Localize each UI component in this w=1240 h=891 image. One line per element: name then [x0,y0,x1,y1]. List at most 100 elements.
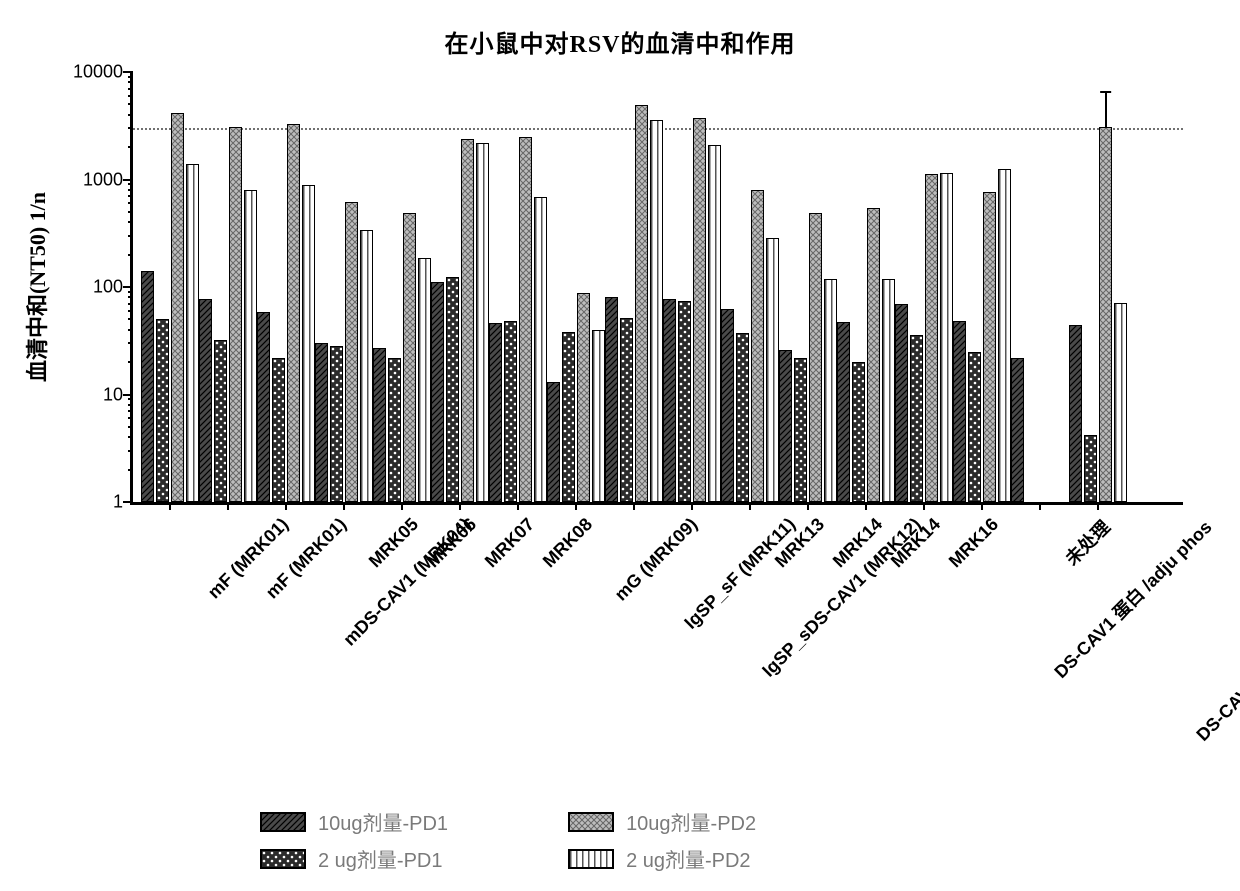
bar [708,145,721,502]
bar [199,299,212,502]
x-tick-mark [517,502,519,510]
legend-swatch-s4 [568,849,614,869]
bar [867,208,880,502]
legend-label-s3: 10ug剂量-PD2 [626,807,756,836]
x-tick-mark [1039,502,1041,510]
bar-group [489,72,547,502]
bar [925,174,938,502]
bar [895,304,908,502]
x-tick-mark [749,502,751,510]
legend-item-s1: 10ug剂量-PD1 [260,807,448,836]
bar [171,113,184,502]
legend-item-s4: 2 ug剂量-PD2 [568,844,756,873]
bar [693,118,706,502]
y-tick-minor [128,76,133,78]
bar [141,271,154,502]
x-tick-mark [981,502,983,510]
bar [592,330,605,502]
y-tick-minor [128,426,133,428]
bar [751,190,764,502]
y-tick-minor [128,291,133,293]
bar-group [199,72,257,502]
legend-col-right: 10ug剂量-PD2 2 ug剂量-PD2 [568,807,756,873]
bar [373,348,386,502]
bar-group [257,72,315,502]
bar-group [953,72,1011,502]
bar [504,321,517,502]
error-bar [1105,92,1107,127]
bar-group [895,72,953,502]
bar-group [431,72,489,502]
y-tick-minor [128,398,133,400]
y-tick-minor [128,410,133,412]
y-tick-minor [128,404,133,406]
y-tick-minor [128,310,133,312]
bar [360,230,373,502]
x-axis-label: MRK08 [539,514,597,572]
bar [635,105,648,502]
legend: 10ug剂量-PD1 2 ug剂量-PD1 10ug剂量-PD2 2 ug剂量-… [260,807,756,873]
x-tick-mark [459,502,461,510]
bar-group [721,72,779,502]
y-tick-minor [128,183,133,185]
bar [794,358,807,502]
bar [257,312,270,502]
bar [287,124,300,502]
bar [562,332,575,502]
legend-item-s3: 10ug剂量-PD2 [568,807,756,836]
y-tick-minor [128,146,133,148]
bar [650,120,663,502]
bar [968,352,981,502]
legend-swatch-s1 [260,812,306,832]
y-tick-minor [128,329,133,331]
y-tick-minor [128,450,133,452]
bar [837,322,850,502]
bar [345,202,358,502]
bar-group [779,72,837,502]
plot-area: 110100100010000 [130,72,1183,505]
bar [1084,435,1097,502]
bar [1069,325,1082,502]
y-tick-minor [128,95,133,97]
bar [156,319,169,502]
y-tick-minor [128,211,133,213]
y-tick-minor [128,254,133,256]
x-axis-label: mG (MRK09) [611,514,702,605]
bar [605,297,618,502]
bar-group [1011,72,1069,502]
x-tick-mark [1097,502,1099,510]
bar [663,299,676,502]
bar [779,350,792,502]
bar [418,258,431,502]
bar [534,197,547,502]
y-tick-minor [128,202,133,204]
y-tick-minor [128,303,133,305]
legend-swatch-s2 [260,849,306,869]
y-tick-mark [123,501,133,503]
bar [214,340,227,502]
bar [315,343,328,502]
x-axis-label: MRK07 [481,514,539,572]
bar [983,192,996,502]
legend-col-left: 10ug剂量-PD1 2 ug剂量-PD1 [260,807,448,873]
legend-item-s2: 2 ug剂量-PD1 [260,844,448,873]
bar [547,382,560,502]
bar [824,279,837,503]
x-tick-mark [227,502,229,510]
bar-group [663,72,721,502]
chart-title: 在小鼠中对RSV的血清中和作用 [0,24,1240,59]
y-tick-mark [123,179,133,181]
bar [186,164,199,502]
bar [388,358,401,502]
legend-label-s4: 2 ug剂量-PD2 [626,844,751,873]
bar [489,323,502,502]
x-tick-mark [807,502,809,510]
bar-group [605,72,663,502]
y-tick-minor [128,469,133,471]
y-tick-minor [128,189,133,191]
y-tick-minor [128,88,133,90]
bar [302,185,315,502]
bar-groups [133,72,1183,502]
y-tick-minor [128,114,133,116]
x-tick-mark [691,502,693,510]
